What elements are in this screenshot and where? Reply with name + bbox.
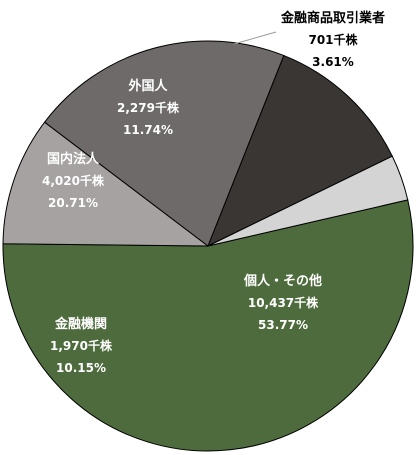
- pie-slice: [2, 121, 210, 247]
- slice-label-shares: 2,279千株: [117, 100, 180, 115]
- slice-label-shares: 4,020千株: [42, 173, 105, 188]
- slice-label-percent: 53.77%: [258, 318, 308, 332]
- leader-line: [233, 31, 277, 45]
- pie-slice: [43, 40, 285, 247]
- slice-label-shares: 10,437千株: [248, 295, 319, 310]
- slice-label-name: 外国人: [127, 78, 168, 94]
- slice-label-name: 個人・その他: [243, 273, 322, 289]
- slice-label-name: 金融商品取引業者: [280, 10, 385, 26]
- pie-slice: [2, 199, 414, 452]
- pie-slice: [207, 155, 409, 247]
- slice-label-name: 金融機関: [54, 316, 107, 332]
- slice-label-percent: 11.74%: [123, 123, 173, 137]
- slice-label-name: 国内法人: [47, 151, 100, 167]
- slice-label-percent: 20.71%: [48, 196, 98, 210]
- slice-label-percent: 10.15%: [56, 361, 106, 375]
- slice-label-shares: 701千株: [308, 32, 358, 47]
- slice-label-shares: 1,970千株: [50, 338, 113, 353]
- slice-label-percent: 3.61%: [312, 55, 354, 69]
- pie-slice: [207, 54, 393, 248]
